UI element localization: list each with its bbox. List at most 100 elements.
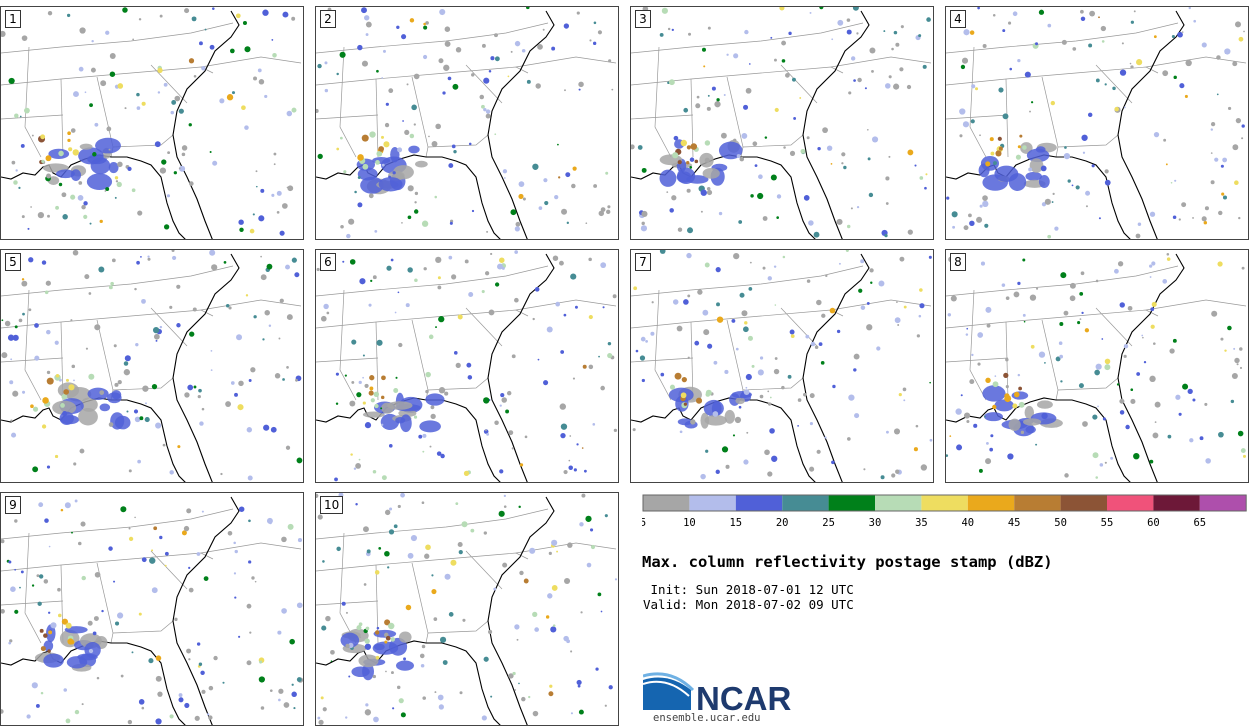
storm-cell — [723, 93, 726, 96]
storm-cell — [716, 302, 720, 307]
state-border — [316, 309, 529, 329]
storm-cell — [1114, 106, 1119, 112]
member-panel-7: 7 — [630, 249, 934, 483]
storm-cell — [46, 173, 51, 179]
storm-cell — [22, 390, 26, 394]
storm-cell — [159, 325, 163, 329]
storm-cell — [128, 536, 134, 541]
state-border — [411, 319, 429, 401]
storm-cell — [455, 502, 459, 506]
storm-cell — [733, 138, 737, 142]
storm-cell — [1153, 342, 1156, 345]
storm-cell — [1035, 287, 1039, 290]
storm-cell — [929, 438, 933, 442]
storm-cell — [422, 54, 428, 60]
storm-cell — [385, 670, 387, 673]
storm-cell — [213, 655, 218, 661]
storm-cell — [563, 577, 571, 585]
storm-cell — [534, 627, 539, 632]
storm-cell — [1218, 431, 1224, 438]
storm-cell — [895, 42, 900, 47]
storm-cell — [169, 470, 174, 475]
storm-cell — [393, 165, 414, 180]
storm-cell — [421, 501, 425, 505]
storm-cell — [1149, 264, 1153, 268]
storm-cell — [72, 250, 79, 256]
storm-cell — [317, 716, 321, 720]
storm-cell — [537, 358, 540, 361]
storm-cell — [9, 380, 14, 385]
state-border — [24, 289, 42, 401]
storm-cell — [4, 320, 11, 327]
storm-cell — [233, 572, 237, 575]
storm-cell — [264, 309, 270, 316]
storm-cell — [381, 475, 387, 481]
storm-cell — [354, 190, 357, 194]
storm-cell — [505, 409, 510, 414]
storm-cell — [281, 608, 287, 614]
storm-cell — [248, 379, 252, 383]
storm-cell — [363, 583, 367, 586]
storm-cell — [138, 612, 142, 616]
storm-cell — [671, 28, 674, 32]
storm-cell — [928, 255, 932, 259]
storm-cell — [186, 508, 192, 514]
state-border — [411, 76, 429, 158]
storm-cell — [1203, 220, 1208, 225]
storm-cell — [1133, 452, 1140, 460]
storm-cell — [582, 364, 587, 369]
storm-cell — [1092, 452, 1099, 459]
storm-cell — [152, 327, 160, 334]
storm-cell — [1061, 39, 1067, 45]
storm-cell — [444, 573, 451, 580]
storm-cell — [414, 191, 419, 196]
storm-cell — [258, 79, 265, 85]
storm-cell — [151, 587, 158, 594]
storm-cell — [419, 653, 425, 659]
storm-cell — [745, 373, 752, 381]
storm-cell — [395, 376, 398, 379]
storm-cell — [144, 417, 150, 423]
storm-cell — [388, 175, 392, 179]
storm-cell — [659, 250, 666, 254]
storm-cell — [252, 213, 255, 216]
storm-cell — [464, 259, 469, 264]
storm-cell — [58, 613, 62, 618]
storm-cell — [971, 84, 976, 89]
storm-cell — [483, 531, 487, 535]
storm-cell — [114, 196, 117, 199]
storm-cell — [885, 83, 891, 89]
storm-cell — [155, 675, 162, 682]
storm-cell — [1098, 217, 1101, 220]
storm-cell — [700, 473, 706, 480]
storm-cell — [518, 682, 520, 685]
storm-cell — [1205, 458, 1211, 464]
storm-cell — [841, 162, 844, 165]
storm-cell — [54, 454, 59, 459]
storm-cell — [345, 643, 350, 649]
state-border — [200, 56, 302, 68]
storm-cell — [94, 122, 99, 127]
storm-cell — [1149, 211, 1156, 217]
state-border — [112, 134, 174, 148]
storm-core — [42, 397, 49, 404]
storm-cell — [830, 162, 833, 165]
storm-cell — [425, 393, 445, 406]
storm-cell — [50, 622, 57, 629]
storm-cell — [94, 571, 101, 578]
storm-core — [376, 150, 383, 157]
storm-cell — [223, 261, 227, 264]
storm-cell — [65, 718, 71, 724]
storm-cell — [281, 203, 288, 209]
storm-cell — [850, 56, 856, 61]
storm-cell — [20, 143, 25, 148]
storm-core — [380, 395, 385, 400]
state-border — [150, 307, 188, 347]
storm-cell — [429, 445, 432, 448]
storm-cell — [1239, 347, 1243, 351]
storm-cell — [89, 103, 93, 108]
storm-core — [68, 384, 75, 391]
storm-cell — [848, 91, 852, 95]
storm-cell — [201, 407, 205, 411]
ncar-wordmark: NCAR — [696, 680, 791, 714]
